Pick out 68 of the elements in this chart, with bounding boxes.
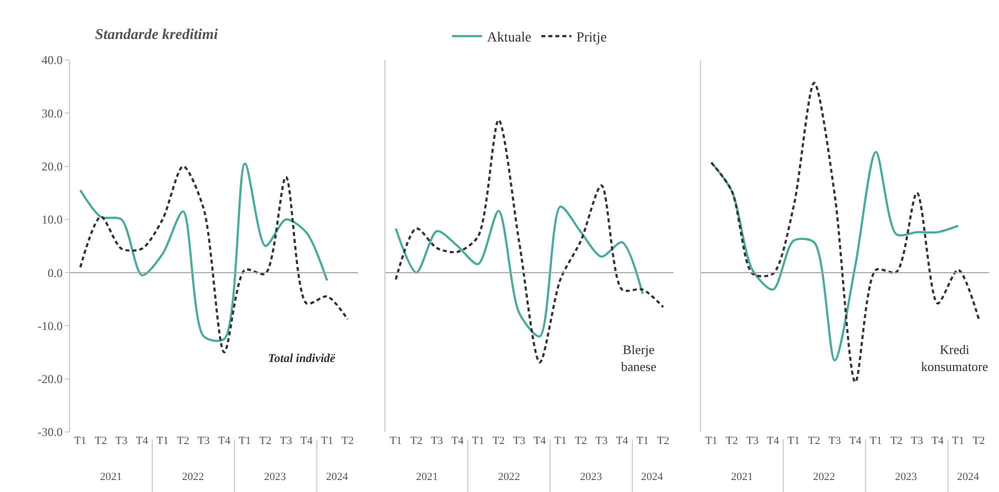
x-tick-label: T4 <box>534 435 546 447</box>
x-tick-label: T1 <box>787 435 800 447</box>
text: 2024 <box>641 471 664 483</box>
y-tick-label: 30.0 <box>42 106 63 120</box>
x-tick-label: T4 <box>451 435 464 447</box>
text: 2022 <box>182 471 204 483</box>
x-tick-label: T4 <box>218 435 231 447</box>
x-tick-label: T3 <box>430 435 444 447</box>
text: 2021 <box>100 471 122 483</box>
x-tick-label: T1 <box>952 435 964 447</box>
annotation: Blerje banese <box>621 342 657 374</box>
x-tick-label: T1 <box>390 435 402 447</box>
chart-title: Standarde kreditimi <box>95 27 219 43</box>
x-tick-label: T4 <box>136 435 149 447</box>
x-tick-label: T2 <box>259 435 272 447</box>
y-tick-label: -20.0 <box>38 372 63 386</box>
text: 2021 <box>416 471 438 483</box>
x-tick-label: T3 <box>746 435 760 447</box>
x-tick-label: T4 <box>931 435 944 447</box>
y-tick-label: -30.0 <box>38 425 63 440</box>
x-tick-label: T1 <box>870 435 882 447</box>
x-tick-label: T1 <box>156 435 169 447</box>
text: 2023 <box>264 471 286 483</box>
x-tick-label: T2 <box>657 435 670 447</box>
legend-label: Aktuale <box>487 30 532 46</box>
x-tick-label: T3 <box>115 435 128 447</box>
x-tick-label: T2 <box>410 435 422 447</box>
y-tick-label: 20.0 <box>42 159 63 174</box>
annotation: Kredi konsumatore <box>921 342 988 374</box>
x-tick-label: T1 <box>320 435 334 447</box>
x-tick-label: T3 <box>513 435 526 447</box>
text: 2021 <box>731 471 753 483</box>
text: 2024 <box>326 471 348 483</box>
x-tick-label: T4 <box>616 435 629 447</box>
x-tick-label: T1 <box>238 435 251 447</box>
x-tick-label: T2 <box>890 435 903 447</box>
x-tick-label: T3 <box>595 435 608 447</box>
x-tick-label: T3 <box>910 435 924 447</box>
y-tick-label: 40.0 <box>42 53 63 68</box>
x-tick-label: T2 <box>808 435 820 447</box>
annotation: Total individë <box>268 351 336 365</box>
y-tick-label: 0.0 <box>48 266 63 280</box>
text: 2022 <box>813 471 835 483</box>
text: 2023 <box>580 471 602 483</box>
text: 2024 <box>957 471 980 483</box>
x-tick-label: T4 <box>300 435 314 447</box>
x-tick-label: T1 <box>472 435 484 447</box>
x-tick-label: T1 <box>554 435 566 447</box>
x-tick-label: T3 <box>198 435 210 447</box>
text: 2022 <box>498 471 520 483</box>
x-tick-label: T2 <box>726 435 738 447</box>
x-tick-label: T3 <box>280 435 293 447</box>
x-tick-label: T4 <box>766 435 780 447</box>
x-tick-label: T3 <box>828 435 842 447</box>
x-tick-label: T4 <box>849 435 862 447</box>
x-tick-label: T2 <box>177 435 190 447</box>
x-tick-label: T2 <box>342 435 354 447</box>
x-tick-label: T2 <box>94 435 107 447</box>
x-tick-label: T2 <box>574 435 588 447</box>
text: 2023 <box>895 471 918 483</box>
x-tick-label: T1 <box>74 435 86 447</box>
x-tick-label: T2 <box>972 435 985 447</box>
x-tick-label: T2 <box>492 435 505 447</box>
y-tick-label: -10.0 <box>38 318 63 333</box>
x-tick-label: T1 <box>636 435 649 447</box>
x-tick-label: T1 <box>705 435 718 447</box>
legend-label: Pritje <box>576 30 607 46</box>
y-tick-label: 10.0 <box>42 212 63 227</box>
